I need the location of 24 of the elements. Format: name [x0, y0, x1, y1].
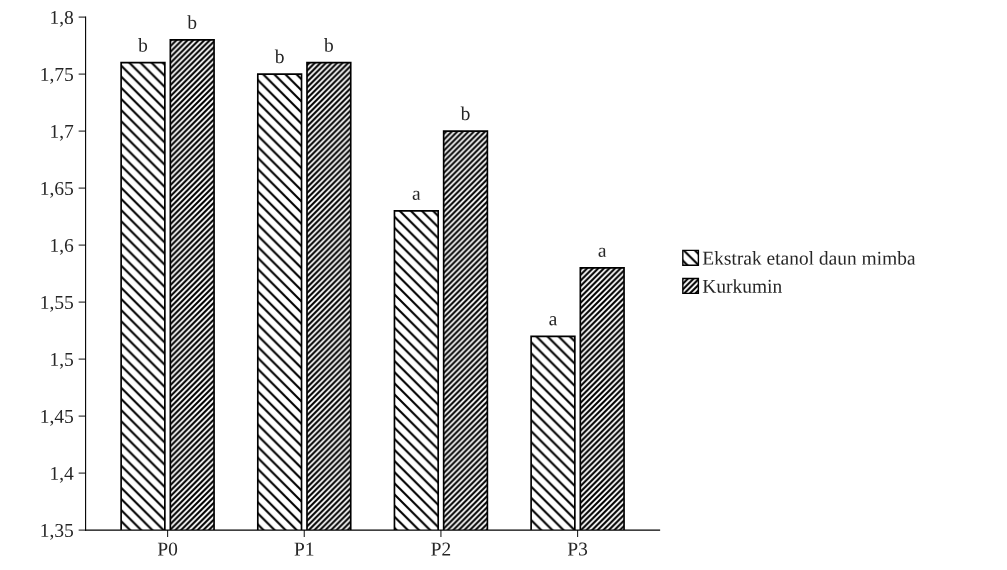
x-tick-label: P2 [431, 542, 451, 556]
y-tick-label: 1,45 [41, 410, 74, 426]
data-label: b [187, 15, 197, 30]
data-label: a [598, 247, 607, 258]
y-tick-label: 1,7 [51, 125, 74, 141]
y-tick-label: 1,4 [51, 467, 74, 483]
y-tick-label: 1,6 [51, 238, 74, 255]
y-tick-label: 1,55 [41, 296, 74, 312]
data-label: a [549, 316, 558, 326]
legend-label: Ekstrak etanol daun mimba [702, 251, 916, 265]
y-tick-label: 1,65 [41, 181, 74, 198]
x-tick-label: P3 [567, 542, 588, 556]
y-tick-label: 1,75 [41, 68, 74, 84]
data-label: b [460, 106, 470, 121]
y-tick-label: 1,35 [41, 523, 74, 540]
data-label: b [274, 49, 284, 64]
x-tick-label: P1 [294, 542, 314, 556]
y-tick-label: 1,8 [51, 10, 74, 27]
y-tick-label: 1,5 [51, 353, 74, 369]
legend-label: Kurkumin [702, 279, 782, 293]
data-label: a [412, 190, 421, 201]
data-label: b [138, 38, 148, 52]
x-tick-label: P0 [157, 542, 178, 556]
data-label: b [324, 38, 333, 52]
